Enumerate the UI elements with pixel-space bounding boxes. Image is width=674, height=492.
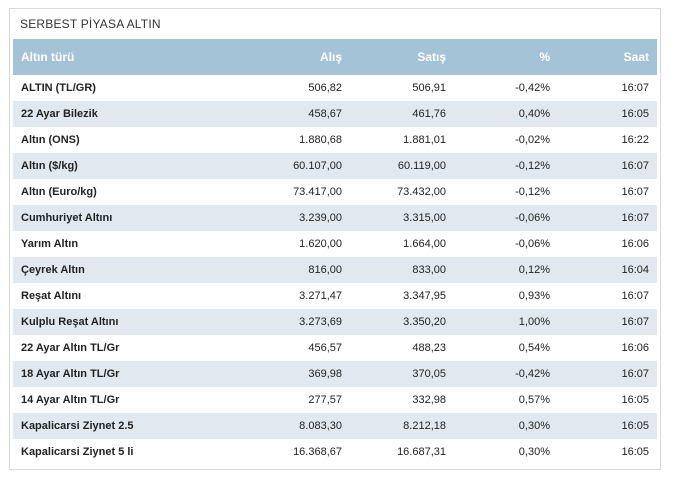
time-cell: 16:06 [621,342,649,354]
change-percent-cell: 1,00% [518,316,550,328]
sell-price-cell: 60.119,00 [397,160,446,172]
sell-price-cell: 3.315,00 [403,212,446,224]
change-percent-cell: -0,06% [515,212,550,224]
gold-prices-panel: SERBEST PİYASA ALTIN Altın türü Alış Sat… [9,8,661,470]
buy-price-cell: 277,57 [308,394,342,406]
gold-type-cell: Kapalicarsi Ziynet 5 li [21,446,134,458]
change-percent-cell: -0,12% [515,186,550,198]
gold-type-cell: Yarım Altın [21,238,79,250]
table-row: Cumhuriyet Altını 3.239,00 3.315,00 -0,06% 1… [13,205,657,231]
sell-price-cell: 8.212,18 [403,420,446,432]
table-row: ALTIN (TL/GR) 506,82 506,91 -0,42% 16:07 [13,75,657,101]
table-row: 14 Ayar Altın TL/Gr 277,57 332,98 0,57% 16:0… [13,387,657,413]
table-header-row: Altın türü Alış Satış % Saat [13,39,657,75]
column-header-type: Altın türü [21,50,75,64]
column-header-buy: Alış [319,50,342,64]
buy-price-cell: 3.239,00 [299,212,342,224]
sell-price-cell: 833,00 [412,264,446,276]
sell-price-cell: 461,76 [412,108,446,120]
gold-type-cell: 18 Ayar Altın TL/Gr [21,368,120,380]
table-row: Kulplu Reşat Altını 3.273,69 3.350,20 1,00%… [13,309,657,335]
time-cell: 16:07 [621,82,649,94]
buy-price-cell: 1.620,00 [299,238,342,250]
time-cell: 16:06 [621,238,649,250]
table-row: Altın (Euro/kg) 73.417,00 73.432,00 -0,12% 1… [13,179,657,205]
table-row: Yarım Altın 1.620,00 1.664,00 -0,06% 16:06 [13,231,657,257]
sell-price-cell: 506,91 [412,82,446,94]
table-row: Kapalicarsi Ziynet 2.5 8.083,30 8.212,18 0,… [13,413,657,439]
sell-price-cell: 370,05 [412,368,446,380]
change-percent-cell: -0,02% [515,134,550,146]
time-cell: 16:07 [621,186,649,198]
buy-price-cell: 3.273,69 [299,316,342,328]
gold-type-cell: Altın ($/kg) [21,160,78,172]
time-cell: 16:05 [621,446,649,458]
sell-price-cell: 73.432,00 [397,186,446,198]
column-header-time: Saat [623,50,649,64]
gold-type-cell: Kapalicarsi Ziynet 2.5 [21,420,134,432]
buy-price-cell: 506,82 [308,82,342,94]
time-cell: 16:22 [621,134,649,146]
gold-type-cell: 14 Ayar Altın TL/Gr [21,394,120,406]
time-cell: 16:05 [621,394,649,406]
column-header-sell: Satış [417,50,446,64]
gold-type-cell: ALTIN (TL/GR) [21,82,96,94]
table-row: 22 Ayar Altın TL/Gr 456,57 488,23 0,54% 16:0… [13,335,657,361]
change-percent-cell: 0,93% [518,290,550,302]
table-row: 18 Ayar Altın TL/Gr 369,98 370,05 -0,42% 16:… [13,361,657,387]
change-percent-cell: -0,12% [515,160,550,172]
buy-price-cell: 816,00 [308,264,342,276]
gold-type-cell: Cumhuriyet Altını [21,212,113,224]
buy-price-cell: 369,98 [308,368,342,380]
gold-type-cell: Çeyrek Altın [21,264,85,276]
gold-type-cell: Kulplu Reşat Altını [21,316,119,328]
gold-type-cell: 22 Ayar Bilezik [21,108,98,120]
change-percent-cell: 0,12% [518,264,550,276]
change-percent-cell: 0,30% [518,420,550,432]
sell-price-cell: 3.347,95 [403,290,446,302]
sell-price-cell: 3.350,20 [403,316,446,328]
change-percent-cell: 0,30% [518,446,550,458]
buy-price-cell: 1.880,68 [299,134,342,146]
buy-price-cell: 16.368,67 [293,446,342,458]
gold-type-cell: Altın (Euro/kg) [21,186,97,198]
buy-price-cell: 456,57 [308,342,342,354]
column-header-change: % [539,50,550,64]
sell-price-cell: 332,98 [412,394,446,406]
time-cell: 16:04 [621,264,649,276]
table-row: Altın ($/kg) 60.107,00 60.119,00 -0,12% 16:0… [13,153,657,179]
buy-price-cell: 73.417,00 [293,186,342,198]
change-percent-cell: 0,57% [518,394,550,406]
time-cell: 16:05 [621,108,649,120]
buy-price-cell: 3.271,47 [299,290,342,302]
change-percent-cell: 0,40% [518,108,550,120]
time-cell: 16:07 [621,368,649,380]
sell-price-cell: 16.687,31 [397,446,446,458]
buy-price-cell: 458,67 [308,108,342,120]
buy-price-cell: 60.107,00 [293,160,342,172]
change-percent-cell: -0,42% [515,368,550,380]
table-row: Altın (ONS) 1.880,68 1.881,01 -0,02% 16:22 [13,127,657,153]
change-percent-cell: 0,54% [518,342,550,354]
gold-type-cell: 22 Ayar Altın TL/Gr [21,342,120,354]
gold-prices-table: Altın türü Alış Satış % Saat ALTIN (TL/G… [13,39,657,465]
table-row: Çeyrek Altın 816,00 833,00 0,12% 16:04 [13,257,657,283]
time-cell: 16:07 [621,290,649,302]
table-row: Kapalicarsi Ziynet 5 li 16.368,67 16.687,3… [13,439,657,465]
time-cell: 16:07 [621,316,649,328]
gold-type-cell: Altın (ONS) [21,134,80,146]
table-row: 22 Ayar Bilezik 458,67 461,76 0,40% 16:05 [13,101,657,127]
time-cell: 16:07 [621,160,649,172]
time-cell: 16:05 [621,420,649,432]
change-percent-cell: -0,42% [515,82,550,94]
change-percent-cell: -0,06% [515,238,550,250]
buy-price-cell: 8.083,30 [299,420,342,432]
table-row: Reşat Altını 3.271,47 3.347,95 0,93% 16:07 [13,283,657,309]
sell-price-cell: 488,23 [412,342,446,354]
time-cell: 16:07 [621,212,649,224]
gold-type-cell: Reşat Altını [21,290,82,302]
sell-price-cell: 1.881,01 [403,134,446,146]
panel-title: SERBEST PİYASA ALTIN [20,17,161,31]
sell-price-cell: 1.664,00 [403,238,446,250]
